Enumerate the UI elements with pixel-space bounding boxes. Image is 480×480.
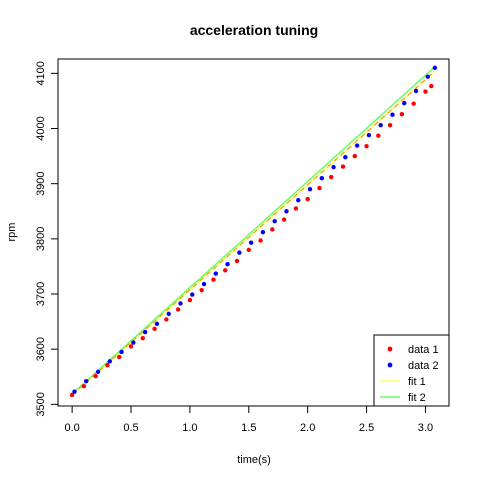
y-tick-label: 3500 xyxy=(35,392,47,416)
point-data-1 xyxy=(175,307,181,312)
point-data-2 xyxy=(95,369,101,374)
legend: data 1 data 2 fit 1 fit 2 xyxy=(373,334,450,407)
point-data-1 xyxy=(293,206,299,211)
legend-box xyxy=(373,334,450,407)
y-tick-label: 3800 xyxy=(35,227,47,251)
data-points xyxy=(69,65,438,398)
y-axis-label: rpm xyxy=(6,223,18,242)
point-data-2 xyxy=(284,209,289,214)
point-data-1 xyxy=(317,185,322,191)
legend-marker xyxy=(387,362,393,368)
point-data-2 xyxy=(142,329,148,335)
point-data-2 xyxy=(213,271,219,276)
point-data-2 xyxy=(166,311,171,317)
point-data-2 xyxy=(432,65,438,71)
point-data-2 xyxy=(248,240,254,245)
point-data-2 xyxy=(296,198,301,203)
legend-label: data 2 xyxy=(408,360,439,372)
point-data-2 xyxy=(390,112,395,117)
point-data-2 xyxy=(72,389,77,394)
point-data-2 xyxy=(225,262,230,267)
y-tick-label: 3600 xyxy=(35,337,47,361)
point-data-2 xyxy=(107,359,113,364)
y-tick-label: 4000 xyxy=(35,116,47,140)
point-data-1 xyxy=(128,344,134,349)
point-data-2 xyxy=(260,230,266,235)
y-axis: 3500 3600 3700 3800 3900 4000 4100 xyxy=(35,61,58,417)
point-data-2 xyxy=(190,292,195,297)
point-data-2 xyxy=(154,321,160,327)
legend-label: fit 2 xyxy=(408,392,426,404)
point-data-1 xyxy=(305,196,310,202)
point-data-2 xyxy=(272,218,277,224)
point-data-1 xyxy=(270,227,275,232)
x-tick-label: 1.5 xyxy=(241,422,256,434)
point-data-1 xyxy=(152,326,157,331)
x-axis-label: time(s) xyxy=(237,454,271,466)
series-line-fit-2 xyxy=(71,67,435,395)
point-data-1 xyxy=(329,174,334,180)
x-axis: 0.0 0.5 1.0 1.5 2.0 2.5 3.0 xyxy=(64,406,433,434)
point-data-1 xyxy=(187,297,193,303)
point-data-1 xyxy=(411,101,416,106)
point-data-1 xyxy=(140,335,145,341)
point-data-2 xyxy=(237,250,242,255)
point-data-2 xyxy=(319,175,325,181)
point-data-2 xyxy=(331,164,336,170)
point-data-2 xyxy=(119,349,124,355)
legend-label: data 1 xyxy=(408,344,439,356)
point-data-1 xyxy=(164,317,169,322)
legend-marker xyxy=(387,346,393,352)
point-data-2 xyxy=(378,123,383,128)
y-tick-label: 3900 xyxy=(35,171,47,195)
point-data-1 xyxy=(117,354,122,360)
point-data-2 xyxy=(131,340,136,345)
point-data-2 xyxy=(366,132,372,138)
x-tick-label: 0.5 xyxy=(123,422,138,434)
legend-label: fit 1 xyxy=(408,376,426,388)
x-tick-label: 2.5 xyxy=(359,422,374,434)
point-data-2 xyxy=(343,154,348,160)
x-tick-label: 2.0 xyxy=(300,422,315,434)
point-data-1 xyxy=(340,164,346,169)
y-tick-label: 4100 xyxy=(35,61,47,85)
chart-title: acceleration tuning xyxy=(190,22,318,38)
point-data-1 xyxy=(246,247,251,253)
y-tick-label: 3700 xyxy=(35,282,47,306)
point-data-1 xyxy=(199,287,204,293)
point-data-1 xyxy=(69,392,75,398)
point-data-1 xyxy=(387,123,393,128)
point-data-1 xyxy=(364,143,369,149)
point-data-1 xyxy=(81,383,87,389)
point-data-2 xyxy=(84,378,89,384)
point-data-1 xyxy=(423,89,428,94)
x-tick-label: 3.0 xyxy=(418,422,433,434)
point-data-1 xyxy=(223,268,228,273)
plot-frame xyxy=(57,58,450,407)
point-data-1 xyxy=(258,238,263,243)
point-data-1 xyxy=(429,83,434,89)
point-data-1 xyxy=(399,111,405,117)
point-data-1 xyxy=(234,258,240,264)
point-data-1 xyxy=(376,133,381,138)
point-data-1 xyxy=(352,153,357,159)
point-data-2 xyxy=(425,74,431,79)
point-data-2 xyxy=(201,281,207,287)
point-data-2 xyxy=(402,100,407,106)
x-tick-label: 1.0 xyxy=(182,422,197,434)
point-data-1 xyxy=(211,277,216,282)
point-data-2 xyxy=(354,143,360,148)
point-data-1 xyxy=(105,362,110,368)
point-data-1 xyxy=(93,374,98,379)
point-data-1 xyxy=(281,217,287,222)
point-data-2 xyxy=(307,186,313,192)
point-data-2 xyxy=(413,88,419,94)
point-data-2 xyxy=(178,301,183,306)
x-tick-label: 0.0 xyxy=(64,422,79,434)
